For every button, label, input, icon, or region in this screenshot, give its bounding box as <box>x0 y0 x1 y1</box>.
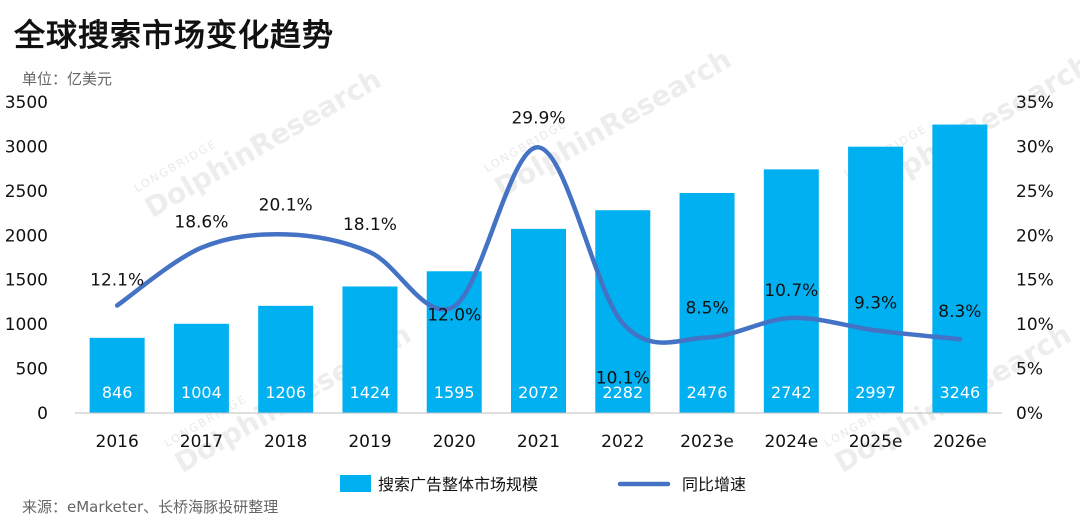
line-value-label: 8.3% <box>938 302 981 322</box>
x-tick-label: 2022 <box>601 432 644 452</box>
x-tick-label: 2020 <box>433 432 476 452</box>
bar-value-label: 2742 <box>771 383 812 402</box>
bar <box>679 192 735 413</box>
x-tick-label: 2019 <box>348 432 391 452</box>
source-note: 来源：eMarketer、长桥海豚投研整理 <box>22 498 279 516</box>
legend-line-label: 同比增速 <box>682 475 746 494</box>
y-left-tick-label: 3000 <box>5 137 48 157</box>
bar <box>342 286 398 413</box>
bar <box>173 323 229 413</box>
legend: 搜索广告整体市场规模 同比增速 <box>340 475 746 494</box>
bar <box>89 337 145 413</box>
bar-value-label: 1424 <box>350 383 391 402</box>
line-value-label: 10.7% <box>764 281 818 301</box>
y-right-tick-label: 0% <box>1016 404 1043 424</box>
bar <box>848 146 904 414</box>
bar <box>595 210 651 413</box>
bar-value-label: 1004 <box>181 383 222 402</box>
y-left-tick-label: 500 <box>16 360 48 380</box>
x-tick-label: 2026e <box>933 432 987 452</box>
line-value-label: 10.1% <box>596 368 650 388</box>
bar <box>763 169 819 413</box>
axes: 2016 2017 2018 2019 2020 2021 2022 2023e 2024e 20… <box>5 93 1054 452</box>
x-tick-label: 2024e <box>764 432 818 452</box>
x-tick-label: 2016 <box>96 432 139 452</box>
x-tick-label: 2021 <box>517 432 560 452</box>
line-value-label: 18.6% <box>174 213 228 233</box>
bar-value-label: 2282 <box>602 383 643 402</box>
y-left-tick-label: 2000 <box>5 226 48 246</box>
bar-value-label: 1206 <box>265 383 306 402</box>
line-value-label: 9.3% <box>854 293 897 313</box>
line-series: 12.1% 18.6% 20.1% 18.1% 12.0% 29.9% 10.1% 8.5% 1… <box>90 108 981 388</box>
y-left-tick-label: 1000 <box>5 315 48 335</box>
bar-value-label: 2072 <box>518 383 559 402</box>
x-tick-label: 2017 <box>180 432 223 452</box>
bar-value-label: 1595 <box>434 383 475 402</box>
y-right-tick-label: 15% <box>1016 271 1054 291</box>
legend-bar-label: 搜索广告整体市场规模 <box>378 475 538 494</box>
y-right-tick-label: 35% <box>1016 93 1054 113</box>
bar-value-label: 2997 <box>855 383 896 402</box>
x-tick-label: 2025e <box>849 432 903 452</box>
growth-line <box>114 145 963 345</box>
bar <box>932 124 988 414</box>
line-value-label: 12.0% <box>427 305 481 325</box>
legend-bar-swatch <box>340 475 371 492</box>
bar <box>258 305 314 413</box>
x-tick-label: 2023e <box>680 432 734 452</box>
line-value-label: 12.1% <box>90 270 144 290</box>
y-left-tick-label: 2500 <box>5 182 48 202</box>
line-value-label: 18.1% <box>343 215 397 235</box>
x-tick-label: 2018 <box>264 432 307 452</box>
y-right-tick-label: 25% <box>1016 182 1054 202</box>
y-left-tick-label: 3500 <box>5 93 48 113</box>
line-value-label: 20.1% <box>259 195 313 215</box>
bar <box>511 228 566 413</box>
y-right-tick-label: 20% <box>1016 226 1054 246</box>
unit-label: 单位：亿美元 <box>22 70 113 88</box>
line-value-label: 29.9% <box>511 108 565 128</box>
y-right-tick-label: 10% <box>1016 315 1054 335</box>
bar-series: 846 1004 1206 1424 1595 2072 2282 2476 2742 2997 3… <box>89 124 988 414</box>
bar <box>426 271 482 413</box>
bar-value-label: 3246 <box>940 383 981 402</box>
y-right-tick-label: 30% <box>1016 137 1054 157</box>
bar-value-label: 846 <box>102 383 133 402</box>
y-right-tick-label: 5% <box>1016 360 1043 380</box>
chart-title: 全球搜索市场变化趋势 <box>14 18 334 54</box>
line-value-label: 8.5% <box>685 298 728 318</box>
y-left-tick-label: 1500 <box>5 271 48 291</box>
y-left-tick-label: 0 <box>37 404 48 424</box>
bar-value-label: 2476 <box>687 383 728 402</box>
